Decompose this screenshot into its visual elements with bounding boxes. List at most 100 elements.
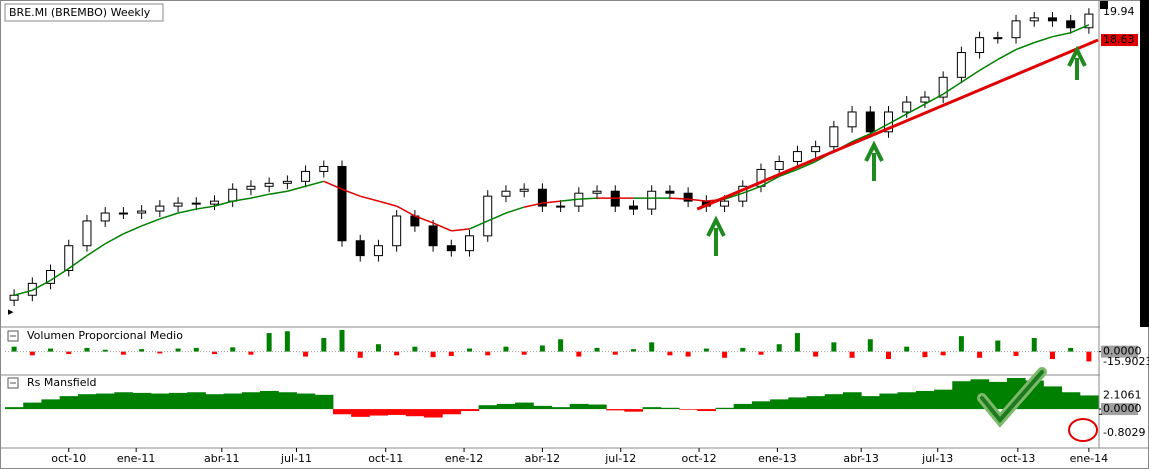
bar [558,339,564,352]
moving-average-segment [1052,31,1071,38]
area-slice [387,409,407,415]
area-slice [405,409,425,417]
moving-average-segment [906,103,926,115]
candle-body [501,190,511,197]
bar [649,342,655,352]
bar [48,348,54,352]
candle-body [9,294,19,301]
moving-average-segment [123,225,142,235]
bar [1013,351,1019,356]
candle-body [191,202,201,205]
bar [120,351,126,355]
bar [139,349,145,352]
area-slice [1043,386,1063,410]
title-box [4,3,164,22]
candle-body [720,200,730,207]
area-slice [897,392,917,410]
candle-body [647,190,657,210]
candle-body [628,205,638,210]
candle-body [556,205,566,208]
bar [303,351,309,357]
area-slice [1061,392,1081,410]
area-slice [788,397,808,410]
area-slice [861,396,880,410]
corner-marker [1100,1,1108,9]
bar [958,336,964,352]
candle-body [993,37,1003,40]
candle-body [811,146,821,153]
value-label: -0.8029 [1103,426,1145,439]
area-slice [332,409,352,415]
candle-body [774,161,784,170]
area-slice [442,409,461,415]
moving-average-segment [341,188,361,197]
bar [430,351,436,358]
moving-average-segment [177,208,197,214]
area-slice [642,407,662,410]
bar [339,330,345,352]
bar [685,351,691,357]
value-label: 2.1061 [1103,388,1142,401]
area-slice [679,409,698,410]
x-tick-label: ene-13 [758,452,796,465]
area-slice [150,393,170,410]
value-label: 18.63 [1103,33,1135,46]
moving-average-segment [997,48,1017,61]
moving-average-segment [524,202,543,208]
moving-average-segment [469,220,489,230]
area-slice [351,409,370,417]
candle-body [592,190,602,194]
area-slice [278,392,297,410]
area-slice [1079,395,1099,410]
moving-average-segment [979,58,999,72]
x-tick-label: oct-13 [1000,452,1035,465]
area-slice [96,393,115,410]
moving-average-segment [797,160,816,171]
moving-average-segment [378,200,397,207]
moving-average-segment [578,197,598,200]
bar [813,351,819,357]
candle-body [228,188,238,202]
bar [321,338,327,352]
area-slice [168,392,188,410]
bar [11,346,17,352]
x-tick-label: ene-14 [1070,452,1108,465]
moving-average-segment [451,228,470,232]
area-slice [132,392,152,410]
moving-average-segment [724,192,744,200]
bar [102,349,108,352]
bar [576,351,582,357]
area-slice [770,399,789,410]
moving-average-segment [560,198,579,202]
bar [794,333,800,352]
x-tick-label: ene-11 [117,452,155,465]
candle-body [301,170,311,182]
right-strip [1140,0,1149,327]
moving-average-segment [869,123,889,135]
bar [412,346,418,352]
bar [977,351,983,358]
bar [193,347,199,352]
moving-average-segment [688,198,707,202]
moving-average-segment [778,168,798,178]
candle-body [975,37,985,54]
x-tick-label: jul-12 [604,452,636,465]
candle-body [373,245,383,257]
candle-body [446,245,456,252]
scroll-marker: ▸ [8,305,14,318]
annotations [706,45,1098,442]
candle-body [683,192,693,202]
candle-body [1047,17,1057,22]
area-slice [806,396,826,410]
area-slice [751,401,771,410]
area-slice [915,390,935,410]
candle-body [537,188,547,207]
bar [357,351,363,358]
x-tick-label: abr-11 [204,452,240,465]
candle-body [665,190,675,194]
value-label: 0.0000 [1103,402,1142,415]
area-slice [496,403,516,410]
bar [467,348,473,352]
moving-average-segment [159,212,179,220]
moving-average-segment [942,81,962,95]
